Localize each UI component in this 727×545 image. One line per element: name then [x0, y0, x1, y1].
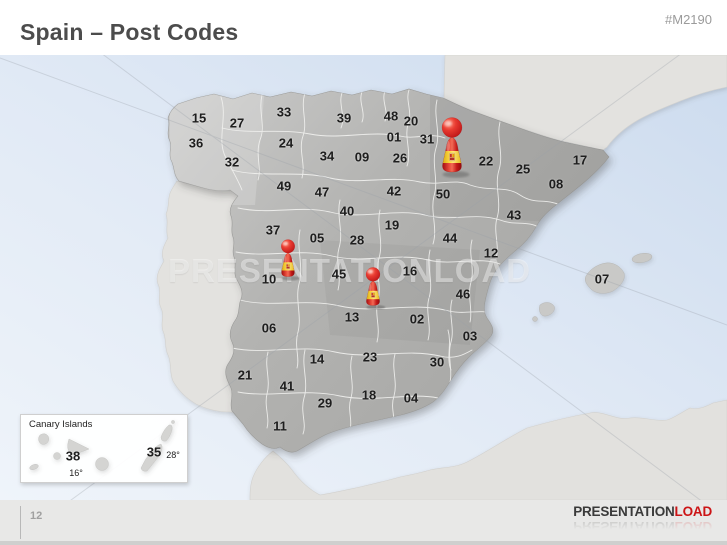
- product-code: #M2190: [665, 12, 712, 27]
- region-label-33: 33: [276, 104, 292, 120]
- region-label-04: 04: [403, 390, 419, 406]
- africa-landmass: [249, 399, 727, 501]
- region-label-37: 37: [265, 222, 281, 238]
- balearic-islands: [532, 252, 653, 322]
- region-label-45: 45: [331, 266, 347, 282]
- region-label-31: 31: [419, 131, 435, 147]
- region-label-14: 14: [309, 351, 325, 367]
- region-label-06: 06: [261, 320, 277, 336]
- canary-label-16deg: 16°: [69, 468, 83, 478]
- region-label-48: 48: [383, 108, 399, 124]
- france-landmass: [443, 54, 727, 151]
- presentationload-logo: PRESENTATIONLOAD PRESENTATIONLOAD: [573, 504, 713, 535]
- canary-label-28deg: 28°: [166, 450, 180, 460]
- region-label-49: 49: [276, 178, 292, 194]
- region-label-22: 22: [478, 153, 494, 169]
- region-label-16: 16: [402, 263, 418, 279]
- region-label-39: 39: [336, 110, 352, 126]
- region-label-02: 02: [409, 311, 425, 327]
- region-label-32: 32: [224, 154, 240, 170]
- region-label-24: 24: [278, 135, 294, 151]
- region-label-09: 09: [354, 149, 370, 165]
- region-label-01: 01: [386, 129, 402, 145]
- slide-title: Spain – Post Codes: [20, 19, 239, 45]
- logo-text-primary: PRESENTATION: [573, 504, 675, 519]
- region-label-34: 34: [319, 148, 335, 164]
- region-label-08: 08: [548, 176, 564, 192]
- region-label-50: 50: [435, 186, 451, 202]
- logo-reflection: PRESENTATIONLOAD: [573, 519, 712, 534]
- footer: 12 PRESENTATIONLOAD PRESENTATIONLOAD: [0, 500, 727, 545]
- region-label-15: 15: [191, 110, 207, 126]
- region-label-47: 47: [314, 184, 330, 200]
- region-label-12: 12: [483, 245, 499, 261]
- region-label-25: 25: [515, 161, 531, 177]
- region-label-23: 23: [362, 349, 378, 365]
- region-label-07: 07: [594, 271, 610, 287]
- region-label-30: 30: [429, 354, 445, 370]
- region-label-18: 18: [361, 387, 377, 403]
- region-label-46: 46: [455, 286, 471, 302]
- header: Spain – Post Codes #M2190: [0, 0, 727, 55]
- spain-landmass: [167, 88, 610, 453]
- region-label-19: 19: [384, 217, 400, 233]
- page-number: 12: [30, 510, 43, 522]
- region-label-28: 28: [349, 232, 365, 248]
- canary-inset-title: Canary Islands: [29, 419, 93, 430]
- region-label-21: 21: [237, 367, 253, 383]
- canary-islands-map: [29, 420, 175, 472]
- region-label-36: 36: [188, 135, 204, 151]
- footer-edge: [0, 541, 727, 545]
- region-label-20: 20: [403, 113, 419, 129]
- logo-text-accent: LOAD: [674, 504, 713, 519]
- portugal-landmass: [156, 180, 247, 415]
- canary-islands-inset: Canary Islands 38 16° 35 28°: [20, 414, 188, 483]
- region-label-13: 13: [344, 309, 360, 325]
- region-label-44: 44: [442, 230, 458, 246]
- region-label-27: 27: [229, 115, 245, 131]
- region-label-11: 11: [273, 418, 287, 434]
- region-label-10: 10: [261, 271, 277, 287]
- region-label-26: 26: [392, 150, 408, 166]
- footer-divider: [20, 506, 21, 539]
- canary-label-38: 38: [65, 448, 81, 464]
- region-label-29: 29: [317, 395, 333, 411]
- canary-label-35: 35: [146, 444, 162, 460]
- region-label-05: 05: [309, 230, 325, 246]
- region-label-40: 40: [339, 203, 355, 219]
- region-label-43: 43: [506, 207, 522, 223]
- region-label-03: 03: [462, 328, 478, 344]
- region-label-41: 41: [279, 378, 295, 394]
- region-label-17: 17: [572, 152, 588, 168]
- region-label-42: 42: [386, 183, 402, 199]
